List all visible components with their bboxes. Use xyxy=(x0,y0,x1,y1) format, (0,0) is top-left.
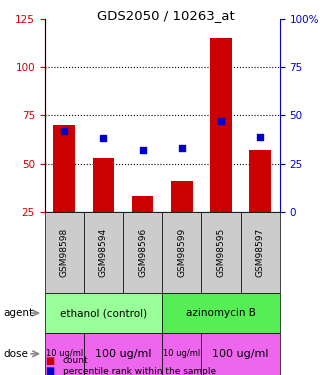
Text: GSM98595: GSM98595 xyxy=(216,228,225,277)
Point xyxy=(101,135,106,141)
Bar xyxy=(132,196,153,212)
Bar xyxy=(162,333,201,375)
Bar xyxy=(241,212,280,293)
Point xyxy=(62,128,67,134)
Bar xyxy=(45,333,84,375)
Text: ethanol (control): ethanol (control) xyxy=(60,308,147,318)
Text: GSM98596: GSM98596 xyxy=(138,228,147,277)
Text: GSM98597: GSM98597 xyxy=(256,228,264,277)
Bar xyxy=(171,181,193,212)
Bar xyxy=(123,212,162,293)
Bar xyxy=(54,125,75,212)
Point xyxy=(140,147,145,153)
Text: count: count xyxy=(63,356,88,365)
Bar xyxy=(210,38,232,212)
Text: 100 ug/ml: 100 ug/ml xyxy=(212,349,269,359)
Bar xyxy=(162,212,201,293)
Point xyxy=(218,118,224,124)
Text: agent: agent xyxy=(3,308,33,318)
Bar xyxy=(45,293,162,333)
Bar xyxy=(45,212,84,293)
Text: 10 ug/ml: 10 ug/ml xyxy=(163,349,200,358)
Bar xyxy=(201,212,241,293)
Point xyxy=(258,134,263,140)
Text: GDS2050 / 10263_at: GDS2050 / 10263_at xyxy=(97,9,234,22)
Bar xyxy=(84,212,123,293)
Bar xyxy=(84,333,162,375)
Text: 10 ug/ml: 10 ug/ml xyxy=(46,349,83,358)
Text: GSM98599: GSM98599 xyxy=(177,228,186,277)
Bar xyxy=(93,158,114,212)
Text: azinomycin B: azinomycin B xyxy=(186,308,256,318)
Text: percentile rank within the sample: percentile rank within the sample xyxy=(63,367,216,375)
Text: 100 ug/ml: 100 ug/ml xyxy=(95,349,151,359)
Text: ■: ■ xyxy=(45,356,54,366)
Bar xyxy=(201,333,280,375)
Text: GSM98594: GSM98594 xyxy=(99,228,108,277)
Bar xyxy=(249,150,271,212)
Point xyxy=(179,145,184,151)
Bar xyxy=(162,293,280,333)
Text: ■: ■ xyxy=(45,366,54,375)
Text: dose: dose xyxy=(3,349,28,359)
Text: GSM98598: GSM98598 xyxy=(60,228,69,277)
